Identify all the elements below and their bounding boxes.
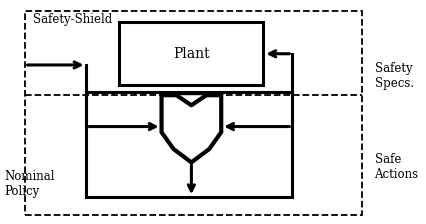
Bar (25, 11, 362, 215)
Polygon shape (161, 95, 221, 105)
Bar (86, 92, 292, 197)
Bar (119, 22, 263, 85)
Text: Safe
Actions: Safe Actions (374, 153, 419, 181)
Text: Nominal
Policy: Nominal Policy (4, 170, 55, 198)
Polygon shape (161, 95, 221, 162)
Text: Safety
Specs.: Safety Specs. (374, 62, 414, 90)
Text: Plant: Plant (173, 47, 210, 61)
Text: Safety-Shield: Safety-Shield (33, 13, 112, 26)
